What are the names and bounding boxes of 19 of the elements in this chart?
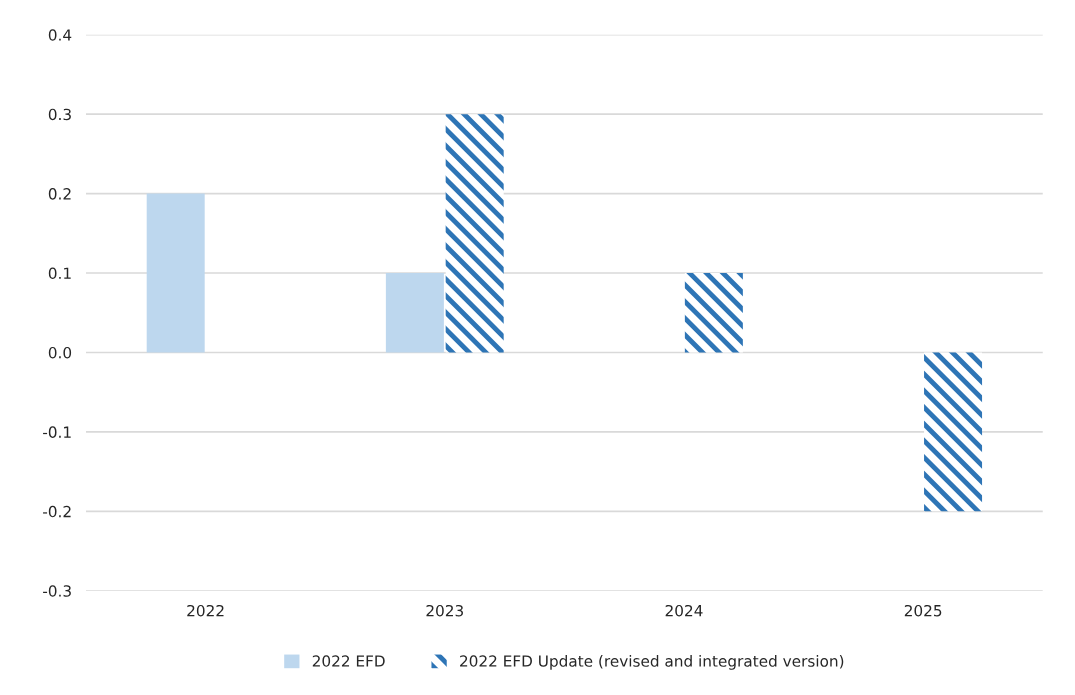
legend-label: 2022 EFD [312, 655, 385, 667]
bar [385, 273, 444, 353]
y-tick-label: 0.1 [48, 267, 71, 280]
bar [684, 273, 743, 353]
bar [146, 193, 205, 353]
y-tick-label: 0.3 [48, 108, 71, 121]
y-tick-label: -0.2 [43, 505, 71, 518]
bar [445, 114, 504, 353]
legend-label: 2022 EFD Update (revised and integrated version) [460, 655, 844, 670]
y-tick-label: 0.2 [48, 188, 71, 200]
y-tick-label: 0.4 [48, 29, 72, 41]
y-tick-label: -0.1 [43, 426, 71, 438]
x-tick-label: 2022 [187, 604, 224, 617]
x-tick-label: 2024 [665, 604, 703, 617]
y-tick-label: -0.3 [43, 585, 71, 597]
y-tick-label: 0.0 [48, 346, 72, 359]
x-tick-label: 2023 [426, 604, 463, 617]
x-tick-label: 2025 [904, 604, 942, 617]
bar [924, 352, 983, 512]
